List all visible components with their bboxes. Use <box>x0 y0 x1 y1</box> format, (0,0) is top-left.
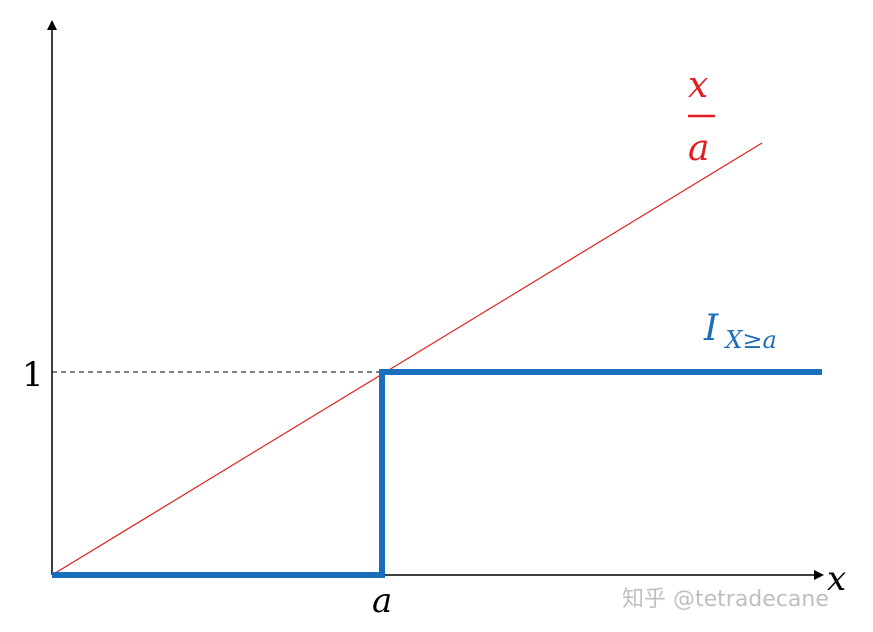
indicator-main: I <box>703 308 719 349</box>
ratio-line <box>51 142 763 576</box>
x-axis-label: x <box>827 559 846 599</box>
indicator-step-line <box>52 369 822 578</box>
ratio-numerator: x <box>688 65 708 106</box>
indicator-subscript: X≥a <box>723 326 777 354</box>
watermark: 知乎 @tetradecane <box>622 587 829 612</box>
indicator-label: I X≥a <box>703 308 777 354</box>
ratio-denominator: a <box>688 128 709 169</box>
tick-label-one: 1 <box>22 355 44 395</box>
tick-label-a: a <box>372 581 392 621</box>
